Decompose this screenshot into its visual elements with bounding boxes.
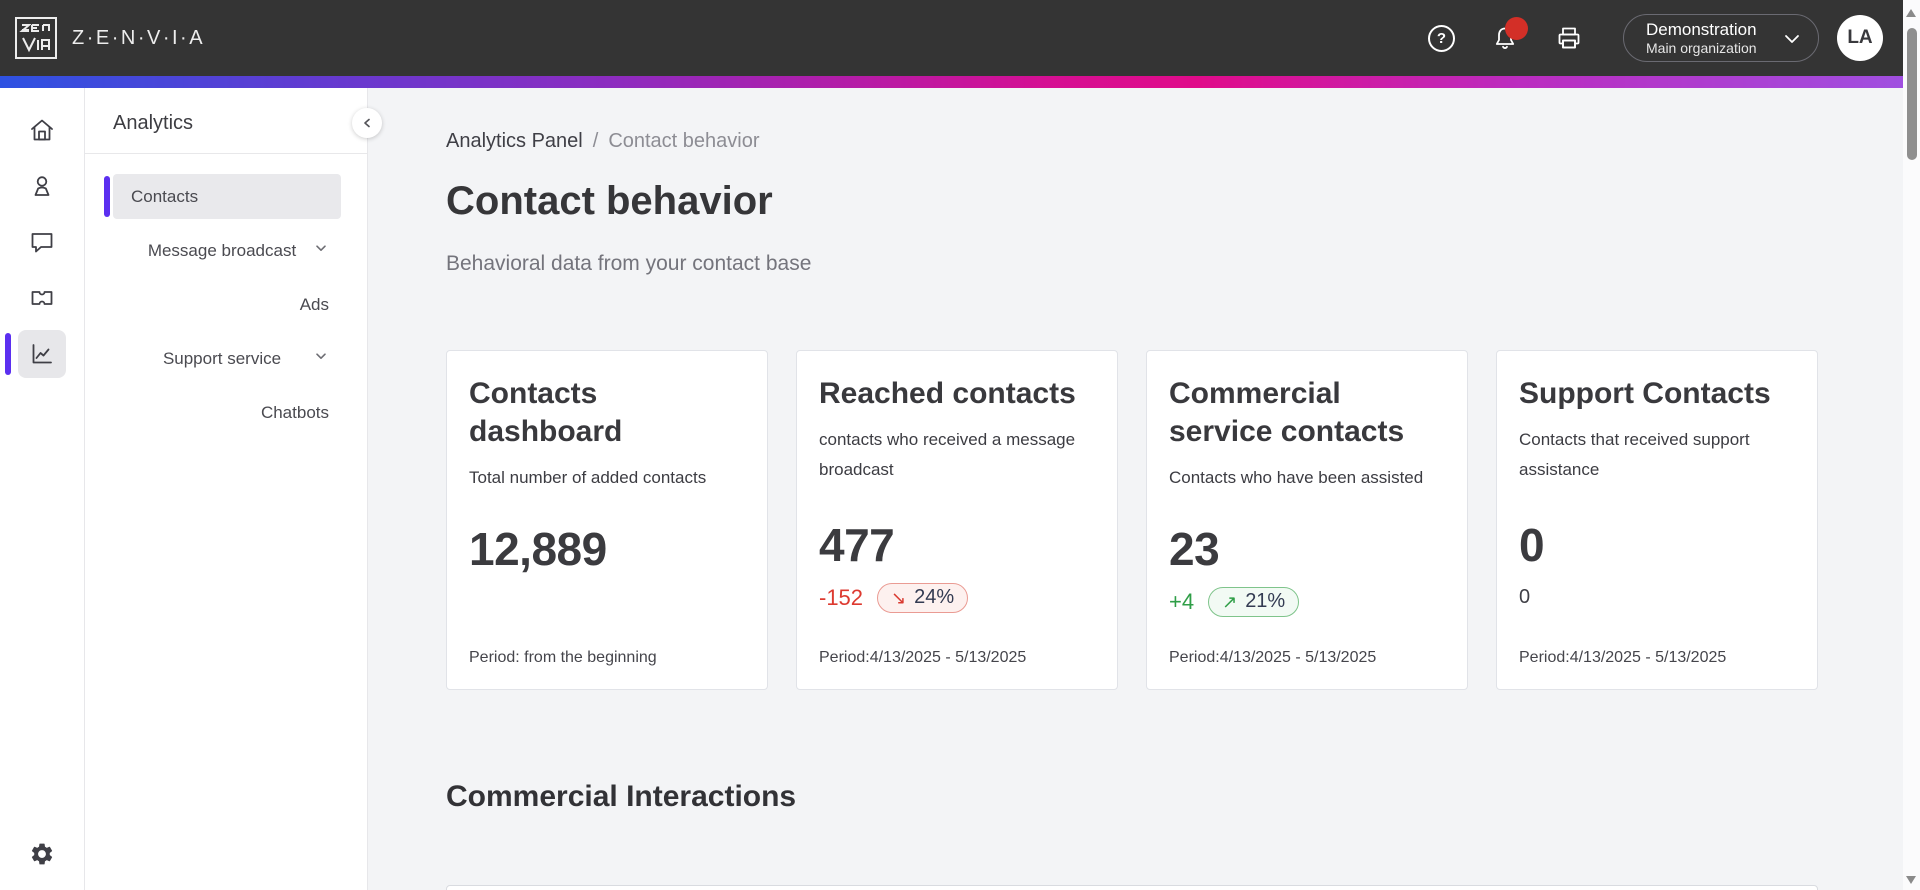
sidebar-menu: Contacts Message broadcast Ads Support s… (85, 154, 367, 435)
kpi-cards-row: Contacts dashboard Total number of added… (446, 349, 1903, 690)
kpi-delta-row: +4 ↗ 21% (1169, 585, 1445, 619)
kpi-card-description: Contacts who have been assisted (1169, 467, 1424, 487)
kpi-card-period: Period: from the beginning (469, 648, 657, 666)
kpi-card-period: Period:4/13/2025 - 5/13/2025 (1169, 648, 1377, 666)
page-scrollbar[interactable] (1903, 0, 1920, 890)
kpi-delta-row: 0 (1519, 581, 1795, 615)
scrollbar-up-arrow[interactable] (1906, 9, 1916, 17)
chat-icon (31, 233, 53, 253)
kpi-delta-row: -152 ↘ 24% (819, 581, 1095, 615)
commercial-interactions-card (446, 884, 1818, 890)
kpi-card-period: Period:4/13/2025 - 5/13/2025 (819, 648, 1027, 666)
trend-arrow-icon: ↗ (1222, 591, 1238, 612)
icon-rail (0, 88, 85, 890)
sidebar-item-label: Ads (299, 294, 329, 314)
sidebar-item-label: Chatbots (260, 402, 329, 422)
breadcrumb: Analytics Panel / Contact behavior (446, 130, 1903, 153)
sidebar-divider (85, 153, 367, 154)
sidebar-item-label: Support service (162, 348, 282, 368)
organization-name: Demonstration (1646, 19, 1757, 39)
scrollbar-thumb[interactable] (1906, 28, 1917, 160)
kpi-trend-badge: ↗ 21% (1208, 586, 1300, 617)
organization-subtitle: Main organization (1646, 39, 1757, 56)
organization-switcher[interactable]: Demonstration Main organization (1623, 14, 1819, 62)
sidebar-item-chatbots[interactable]: Chatbots (113, 390, 341, 435)
kpi-card: Commercial service contacts Contacts who… (1146, 349, 1468, 690)
sidebar-item-label: Contacts (131, 186, 199, 206)
page-title: Contact behavior (446, 179, 773, 223)
breadcrumb-current: Contact behavior (608, 130, 760, 152)
active-indicator (5, 333, 11, 375)
help-icon[interactable]: ? (1428, 24, 1455, 52)
chevron-down-icon (313, 240, 329, 261)
rail-item-home[interactable] (18, 106, 66, 154)
top-app-bar: Z·E·N·V·I·A ? Demonstration Main organiz… (0, 0, 1903, 76)
sidebar-item-contacts[interactable]: Contacts (104, 174, 341, 219)
contacts-icon (34, 176, 50, 196)
notification-dot (1505, 17, 1528, 40)
section-title-commercial-interactions: Commercial Interactions (446, 779, 797, 813)
analytics-sidebar: Analytics Contacts Message broadcast Ads… (85, 88, 382, 890)
rail-item-campaigns[interactable] (18, 274, 66, 322)
gear-icon (31, 843, 53, 865)
kpi-trend-percent: 24% (914, 586, 955, 609)
kpi-card: Reached contacts contacts who received a… (796, 349, 1118, 690)
kpi-card-description: contacts who received a message broadcas… (819, 429, 1076, 479)
active-indicator (104, 176, 110, 217)
brand-gradient-bar (0, 76, 1903, 88)
rail-item-analytics[interactable] (5, 330, 66, 378)
rail-item-conversations[interactable] (18, 218, 66, 266)
trend-arrow-icon: ↘ (891, 587, 907, 608)
kpi-card-title: Reached contacts (819, 376, 1076, 410)
kpi-card-description: Contacts that received support assistanc… (1519, 429, 1750, 479)
kpi-card-period: Period:4/13/2025 - 5/13/2025 (1519, 648, 1727, 666)
printer-icon[interactable] (1555, 24, 1583, 52)
ticket-icon (31, 291, 53, 305)
chevron-down-icon (1782, 31, 1802, 52)
kpi-card: Contacts dashboard Total number of added… (446, 349, 768, 690)
home-icon (31, 119, 53, 141)
sidebar-title: Analytics (113, 112, 194, 134)
kpi-trend-badge: ↘ 24% (877, 582, 969, 613)
kpi-card: Support Contacts Contacts that received … (1496, 349, 1818, 690)
kpi-card-value: 477 (819, 518, 895, 571)
kpi-card-title: Contacts dashboard (469, 376, 623, 448)
kpi-card-description: Total number of added contacts (469, 467, 707, 487)
zenvia-logo-icon[interactable] (14, 16, 58, 60)
sidebar-collapse-button[interactable] (352, 108, 382, 138)
kpi-delta-value: 0 (1519, 586, 1531, 609)
user-avatar[interactable]: LA (1837, 15, 1883, 61)
kpi-card-value: 0 (1519, 518, 1545, 571)
main-content: Analytics Panel / Contact behavior Conta… (368, 88, 1903, 890)
rail-item-contacts[interactable] (18, 162, 66, 210)
kpi-delta-value: +4 (1169, 588, 1195, 614)
notifications-bell-icon[interactable] (1491, 17, 1528, 52)
sidebar-item-ads[interactable]: Ads (113, 282, 341, 327)
kpi-card-title: Commercial service contacts (1169, 376, 1405, 448)
page-subtitle: Behavioral data from your contact base (446, 251, 812, 275)
sidebar-item-label: Message broadcast (147, 240, 297, 260)
chevron-down-icon (313, 348, 329, 369)
topbar-actions: ? (1428, 17, 1583, 52)
kpi-card-value: 23 (1169, 522, 1220, 575)
analytics-chart-icon (32, 344, 52, 364)
breadcrumb-analytics-panel[interactable]: Analytics Panel (446, 130, 583, 152)
breadcrumb-separator: / (592, 130, 599, 152)
kpi-trend-percent: 21% (1245, 590, 1286, 613)
sidebar-item-support-service[interactable]: Support service (113, 336, 341, 381)
sidebar-item-message-broadcast[interactable]: Message broadcast (113, 228, 341, 273)
chevron-left-icon (364, 118, 370, 128)
kpi-card-value: 12,889 (469, 522, 607, 575)
rail-item-settings[interactable] (29, 841, 55, 872)
kpi-delta-value: -152 (819, 584, 864, 610)
kpi-delta-row (469, 585, 745, 619)
kpi-card-title: Support Contacts (1519, 376, 1771, 410)
zenvia-wordmark: Z·E·N·V·I·A (72, 26, 206, 49)
scrollbar-down-arrow[interactable] (1906, 876, 1916, 884)
